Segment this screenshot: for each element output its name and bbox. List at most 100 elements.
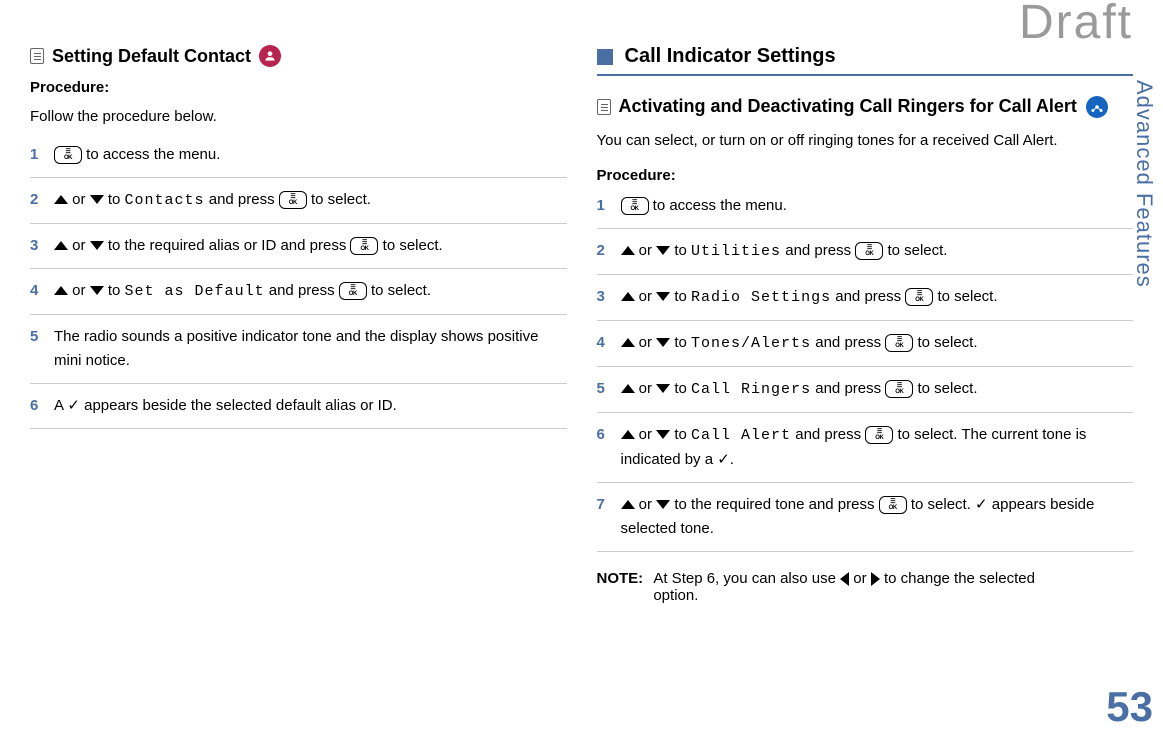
left-intro: Follow the procedure below. (30, 106, 567, 129)
arrow-up-icon (621, 384, 635, 393)
right-column: Call Indicator Settings Activating and D… (597, 20, 1134, 710)
arrow-left-icon (840, 572, 849, 586)
step-number: 6 (30, 394, 44, 418)
arrow-down-icon (656, 338, 670, 347)
step-text: or (68, 237, 90, 254)
step-text: and press (205, 191, 279, 208)
left-column: Setting Default Contact Procedure: Follo… (30, 20, 567, 710)
step-number: 7 (597, 493, 611, 541)
step-text: to (104, 282, 125, 299)
step-text: and press (811, 380, 885, 397)
step-row: 5 The radio sounds a positive indicator … (30, 325, 567, 384)
arrow-up-icon (621, 246, 635, 255)
note-text: or (849, 570, 871, 587)
step-text: to select. (883, 242, 947, 259)
ok-button-icon (339, 282, 367, 300)
draft-watermark: Draft (1019, 0, 1133, 50)
arrow-up-icon (54, 241, 68, 250)
step-text: to the required tone and press (670, 496, 878, 513)
content-columns: Setting Default Contact Procedure: Follo… (30, 20, 1133, 710)
step-number: 4 (597, 331, 611, 356)
step-row: 6 A ✓ appears beside the selected defaul… (30, 394, 567, 429)
step-text: and press (791, 426, 865, 443)
document-icon (597, 99, 611, 115)
step-number: 1 (30, 143, 44, 167)
sub-heading-text: Activating and Deactivating Call Ringers… (619, 96, 1077, 116)
step-number: 5 (597, 377, 611, 402)
step-text: to (670, 288, 691, 305)
step-number: 2 (597, 239, 611, 264)
arrow-down-icon (90, 241, 104, 250)
menu-item-text: Call Alert (691, 427, 791, 444)
step-row: 4 or to Tones/Alerts and press to select… (597, 331, 1134, 367)
note-label: NOTE: (597, 570, 644, 587)
arrow-up-icon (621, 500, 635, 509)
step-row: 4 or to Set as Default and press to sele… (30, 279, 567, 315)
arrow-down-icon (656, 292, 670, 301)
menu-item-text: Radio Settings (691, 289, 831, 306)
arrow-down-icon (656, 430, 670, 439)
square-bullet-icon (597, 49, 613, 65)
step-text: to (670, 426, 691, 443)
right-intro: You can select, or turn on or off ringin… (597, 130, 1134, 153)
page-number: 53 (1106, 683, 1153, 731)
document-icon (30, 48, 44, 64)
step-text: to access the menu. (649, 197, 787, 214)
sidebar-title: Advanced Features (1131, 80, 1157, 288)
ok-button-icon (350, 237, 378, 255)
checkmark-icon: ✓ (67, 397, 80, 414)
step-text: and press (265, 282, 339, 299)
step-content: The radio sounds a positive indicator to… (54, 325, 567, 373)
menu-item-text: Utilities (691, 243, 781, 260)
step-text: to select. (933, 288, 997, 305)
step-content: or to the required alias or ID and press… (54, 234, 567, 258)
major-heading-text: Call Indicator Settings (625, 45, 836, 68)
step-content: to access the menu. (621, 194, 1134, 218)
right-procedure-label: Procedure: (597, 167, 1134, 184)
step-text: A (54, 397, 67, 414)
step-row: 5 or to Call Ringers and press to select… (597, 377, 1134, 413)
step-text: to access the menu. (82, 146, 220, 163)
step-content: or to Call Ringers and press to select. (621, 377, 1134, 402)
step-text: to (670, 380, 691, 397)
step-number: 3 (30, 234, 44, 258)
step-text: to the required alias or ID and press (104, 237, 351, 254)
step-text: and press (781, 242, 855, 259)
step-content: or to Tones/Alerts and press to select. (621, 331, 1134, 356)
arrow-up-icon (621, 430, 635, 439)
step-content: or to Radio Settings and press to select… (621, 285, 1134, 310)
step-row: 3 or to Radio Settings and press to sele… (597, 285, 1134, 321)
menu-item-text: Contacts (125, 192, 205, 209)
step-content: or to Set as Default and press to select… (54, 279, 567, 304)
step-text: to (670, 334, 691, 351)
left-heading-row: Setting Default Contact (30, 45, 567, 67)
step-text: or (68, 282, 90, 299)
left-procedure-label: Procedure: (30, 79, 567, 96)
step-content: or to Utilities and press to select. (621, 239, 1134, 264)
arrow-down-icon (90, 195, 104, 204)
arrow-down-icon (656, 384, 670, 393)
note-body: At Step 6, you can also use or to change… (653, 570, 1053, 604)
step-content: or to Call Alert and press to select. Th… (621, 423, 1134, 472)
step-text: to select. (378, 237, 442, 254)
ok-button-icon (279, 191, 307, 209)
step-row: 3 or to the required alias or ID and pre… (30, 234, 567, 269)
step-text: to select. (913, 334, 977, 351)
ok-button-icon (885, 380, 913, 398)
arrow-down-icon (656, 500, 670, 509)
menu-item-text: Set as Default (125, 283, 265, 300)
step-number: 5 (30, 325, 44, 373)
step-text: to select. (913, 380, 977, 397)
step-text: or (68, 191, 90, 208)
step-number: 4 (30, 279, 44, 304)
arrow-right-icon (871, 572, 880, 586)
left-heading-text: Setting Default Contact (52, 46, 251, 67)
ok-button-icon (621, 197, 649, 215)
arrow-down-icon (90, 286, 104, 295)
step-number: 3 (597, 285, 611, 310)
contact-circle-icon (259, 45, 281, 67)
arrow-up-icon (54, 195, 68, 204)
ok-button-icon (855, 242, 883, 260)
ok-button-icon (885, 334, 913, 352)
ok-button-icon (865, 426, 893, 444)
